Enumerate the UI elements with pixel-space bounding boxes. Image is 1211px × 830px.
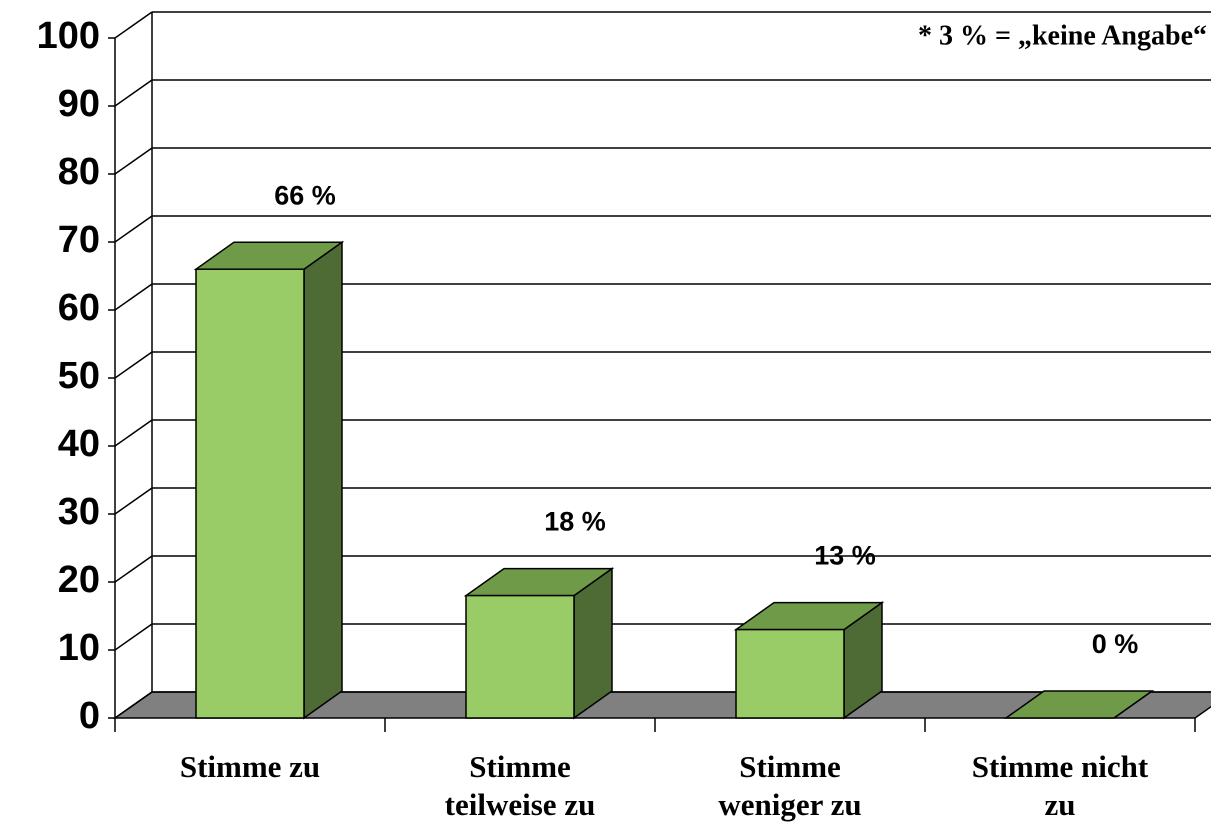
y-tick-label: 40	[58, 423, 100, 465]
y-tick-label: 80	[58, 151, 100, 193]
x-tick-label: Stimme teilweise zu	[444, 749, 596, 822]
y-tick-label: 90	[58, 83, 100, 125]
x-tick-label: Stimme weniger zu	[718, 749, 862, 822]
grid-line-side	[114, 419, 153, 447]
grid-line-side	[114, 351, 153, 379]
y-tick-label: 30	[58, 491, 100, 533]
grid-line-side	[114, 11, 153, 39]
grid-line-side	[114, 215, 153, 243]
bar	[465, 594, 575, 719]
y-tick-label: 50	[58, 355, 100, 397]
x-tick-label: Stimme zu	[179, 749, 321, 784]
y-tick-label: 10	[58, 627, 100, 669]
grid-line-side	[114, 147, 153, 175]
grid-line-side	[114, 283, 153, 311]
grid-line-side	[114, 623, 153, 651]
grid-line-side	[114, 487, 153, 515]
bar-side	[303, 240, 343, 720]
bar	[195, 268, 305, 719]
value-label: 18 %	[544, 507, 606, 537]
bar	[735, 628, 845, 719]
value-label: 66 %	[274, 180, 336, 210]
y-tick-label: 100	[37, 15, 100, 57]
value-label: 0 %	[1092, 629, 1139, 659]
grid-line-side	[114, 555, 153, 583]
x-tick-label: Stimme nicht zu	[971, 749, 1149, 822]
bar-top	[1003, 690, 1155, 719]
grid-line-side	[114, 691, 153, 719]
y-tick-label: 0	[79, 695, 100, 737]
grid-line-side	[114, 79, 153, 107]
y-tick-label: 70	[58, 219, 100, 261]
annotation: * 3 % = „keine Angabe“	[918, 20, 1207, 51]
y-tick-label: 60	[58, 287, 100, 329]
y-tick-label: 20	[58, 559, 100, 601]
value-label: 13 %	[814, 541, 876, 571]
